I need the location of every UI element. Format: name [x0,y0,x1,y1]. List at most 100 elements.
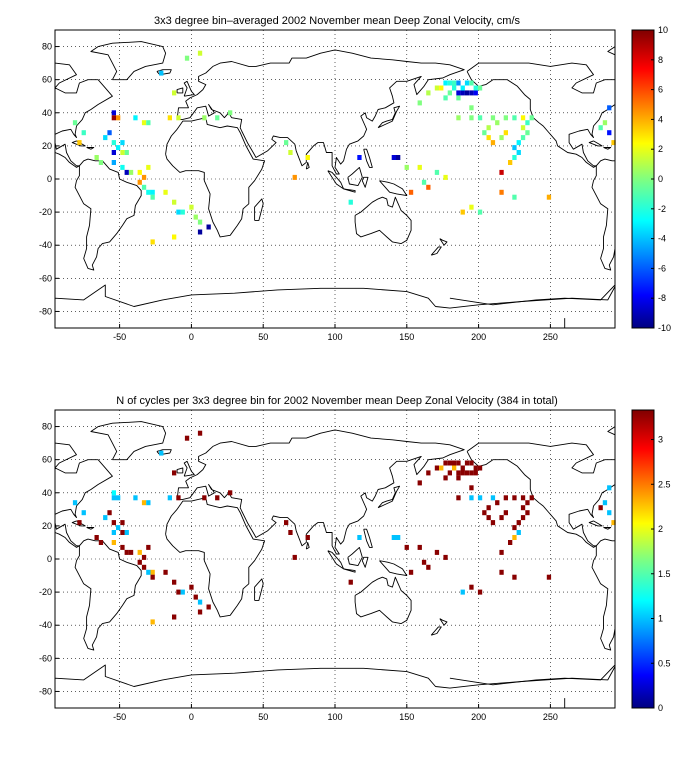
data-cell [546,194,552,200]
data-cell [111,520,116,526]
data-cell [94,155,99,160]
data-cell [443,554,448,560]
data-cell [516,530,521,535]
data-cell [417,100,422,106]
x-tick-label: 200 [471,712,486,722]
coastline-segment [86,527,95,530]
data-cell [124,549,129,555]
data-cell [473,470,478,476]
data-cell [146,544,151,550]
coastline-segment [347,166,363,187]
bottom-x-ticks: -50 0 50 100 150 200 250 [113,704,558,722]
coastline-segment [361,176,369,188]
colorbar-tick-label: 2.5 [658,479,671,489]
top-colorbar [631,29,655,329]
data-cell [176,589,181,595]
data-cell [159,70,164,76]
coastline-segment [347,546,363,567]
data-cell [159,450,164,456]
data-cell [477,115,483,121]
data-cell [434,169,440,175]
data-cell [146,569,151,575]
data-cell [525,500,530,506]
colorbar-tick-label: 3 [658,435,663,445]
data-cell [357,155,362,160]
colorbar-tick-label: 8 [658,55,663,65]
data-cell [611,140,616,146]
y-tick-label: -80 [39,686,52,696]
data-cell [486,515,491,521]
data-cell [103,515,108,521]
data-cell [495,120,500,126]
data-cell [120,140,125,146]
data-cell [137,559,142,565]
data-cell [133,495,138,501]
bottom-y-ticks: 80 60 40 20 0 -20 -40 -60 -80 [39,422,59,696]
data-cell [598,125,603,131]
coastline-segment [363,148,373,168]
data-cell [172,90,177,96]
x-tick-label: 0 [189,332,194,342]
data-cell [447,470,452,476]
data-cell [529,495,534,501]
data-cell [520,135,526,141]
data-cell [107,130,112,136]
data-cell [520,515,526,521]
colorbar-tick-label: -10 [658,323,671,333]
data-cell [503,510,508,516]
top-grid [55,30,615,328]
coastline-segment [379,180,408,197]
colorbar-tick-label: 6 [658,85,663,95]
bottom-panel: N of cycles per 3x3 degree bin for 2002 … [39,395,671,722]
data-cell [141,554,147,560]
data-cell [499,549,504,555]
data-cell [189,204,194,210]
data-cell [477,589,483,595]
colorbar-tick-label: 0 [658,703,663,713]
data-cell [520,115,526,121]
y-tick-label: 0 [47,174,52,184]
data-cell [503,495,508,501]
data-cell [473,85,478,91]
data-cell [452,85,457,91]
data-cell [116,115,121,121]
data-cell [197,50,203,56]
data-cell [426,184,431,190]
data-cell [503,130,508,136]
data-cell [163,189,168,195]
coastline-segment [327,170,345,190]
coastline-segment [176,87,184,94]
data-cell [525,510,530,516]
x-tick-label: 50 [258,712,268,722]
coastline-segment [354,196,412,245]
data-cell [215,115,220,121]
coastline-segment [305,161,310,170]
data-cell [508,160,513,165]
data-cell [464,80,470,86]
data-cell [150,569,155,575]
data-cell [607,130,612,136]
data-cell [146,189,151,195]
data-cell [137,549,142,555]
coastline-segment [343,188,356,193]
data-cell [172,470,177,476]
data-cell [176,115,181,121]
data-cell [111,490,116,496]
data-cell [460,589,465,595]
data-cell [546,574,552,580]
data-cell [120,150,125,155]
data-cell [443,95,448,101]
data-cell [417,480,422,486]
y-tick-label: -80 [39,306,52,316]
data-cell [602,120,608,126]
coastline-segment-wrapped [588,140,603,147]
colorbar-tick-label: 2 [658,524,663,534]
coastline-segment [439,618,448,626]
data-cell [460,470,465,476]
data-cell [447,80,452,86]
data-cell [206,604,211,610]
data-cell [206,224,211,230]
data-cell [473,465,478,471]
data-cell [120,544,125,550]
data-cell [469,105,474,111]
